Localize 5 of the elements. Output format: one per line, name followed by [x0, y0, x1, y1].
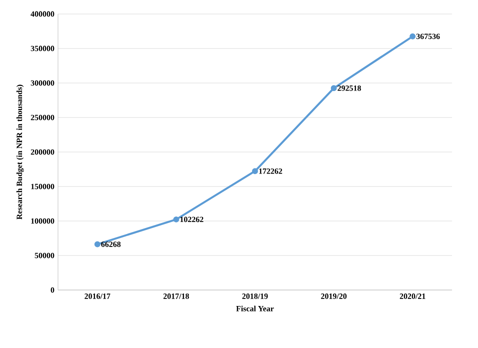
point	[94, 241, 100, 248]
point	[252, 168, 258, 174]
point	[330, 85, 337, 92]
point	[410, 33, 416, 40]
point	[173, 216, 180, 222]
